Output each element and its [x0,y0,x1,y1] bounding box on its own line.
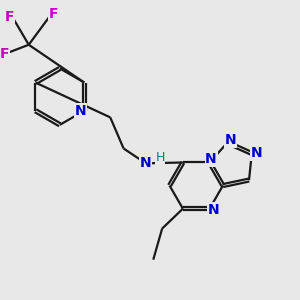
Text: N: N [205,152,217,166]
Text: H: H [155,151,165,164]
Text: F: F [0,46,9,61]
Text: N: N [225,133,237,147]
Text: F: F [5,10,14,24]
Text: N: N [207,203,219,217]
Text: F: F [49,7,59,21]
Text: N: N [140,156,152,170]
Text: N: N [250,146,262,161]
Text: N: N [75,104,86,118]
